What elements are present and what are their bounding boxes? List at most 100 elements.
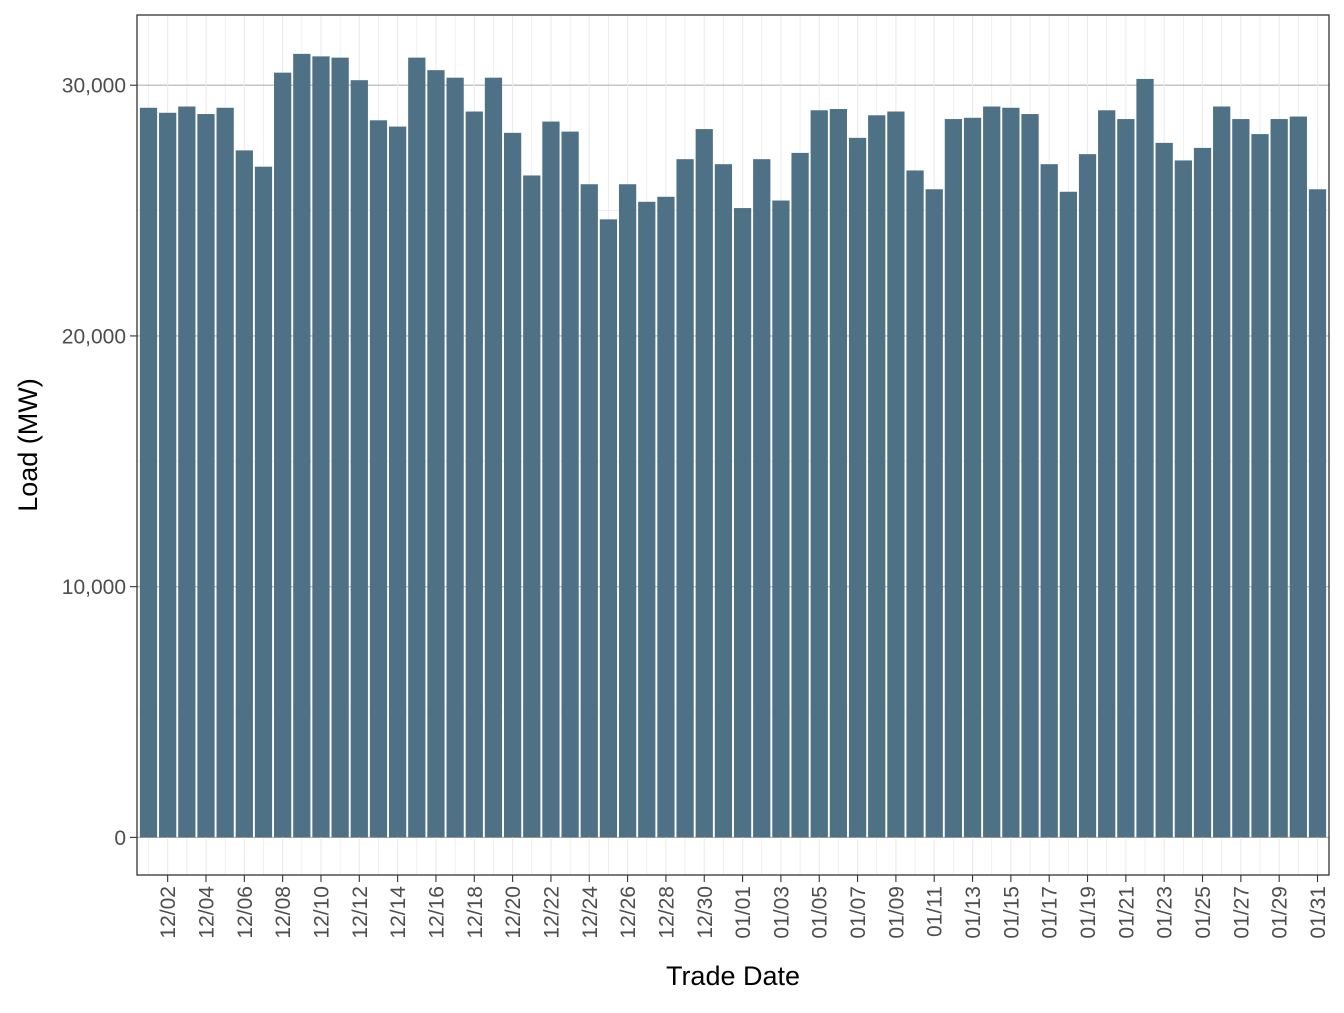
- y-axis: 0 10,000 20,000 30,000: [62, 75, 137, 850]
- bar-01-11: [925, 189, 943, 838]
- bar-12-15: [408, 57, 426, 838]
- bar-12-08: [274, 72, 292, 838]
- bar-01-21: [1117, 119, 1135, 838]
- bar-01-15: [1002, 107, 1020, 838]
- y-tick-label: 30,000: [62, 75, 126, 98]
- bar-01-04: [791, 152, 809, 838]
- bar-01-30: [1289, 116, 1307, 838]
- bar-12-12: [350, 80, 368, 838]
- bar-12-07: [254, 166, 273, 838]
- bar-01-17: [1040, 164, 1058, 838]
- bar-01-20: [1098, 110, 1116, 838]
- x-tick-label: 01/09: [885, 886, 908, 939]
- bar-01-08: [868, 115, 886, 838]
- bar-12-13: [369, 120, 388, 838]
- x-tick-label: 01/29: [1269, 886, 1292, 939]
- x-tick-label: 12/22: [540, 886, 563, 939]
- bar-12-18: [465, 111, 483, 838]
- bar-01-07: [848, 137, 867, 838]
- x-tick-label: 01/21: [1115, 886, 1138, 939]
- y-tick-label: 10,000: [62, 576, 126, 599]
- bar-01-13: [963, 117, 982, 838]
- plot-panel-border: [136, 14, 1330, 876]
- x-tick-label: 12/16: [425, 886, 448, 939]
- bars: [139, 53, 1327, 838]
- y-axis-title: Load (MW): [13, 378, 43, 512]
- bar-12-09: [293, 53, 311, 838]
- bar-12-31: [714, 164, 733, 838]
- x-tick-label: 12/18: [464, 886, 487, 939]
- x-tick-label: 01/17: [1039, 886, 1062, 939]
- bar-12-19: [484, 77, 503, 838]
- x-tick-label: 01/01: [732, 886, 755, 939]
- bar-01-28: [1251, 134, 1269, 838]
- bar-12-01: [139, 107, 158, 838]
- bar-01-12: [944, 119, 963, 838]
- x-tick-label: 01/07: [847, 886, 870, 939]
- x-tick-label: 12/12: [349, 886, 372, 939]
- x-tick-label: 01/11: [924, 886, 947, 937]
- bar-12-11: [331, 57, 349, 838]
- bar-12-29: [676, 159, 694, 838]
- bar-12-28: [657, 196, 675, 838]
- x-tick-label: 01/27: [1230, 886, 1253, 939]
- bar-12-10: [312, 56, 330, 838]
- x-tick-label: 12/28: [655, 886, 678, 939]
- bar-12-20: [503, 132, 522, 838]
- bar-01-26: [1213, 106, 1231, 838]
- bar-12-27: [638, 201, 656, 838]
- x-tick-label: 12/02: [157, 886, 180, 939]
- bar-12-02: [159, 112, 177, 838]
- bar-01-25: [1193, 147, 1212, 838]
- bar-01-03: [772, 200, 790, 838]
- x-tick-label: 01/19: [1077, 886, 1100, 939]
- bar-12-06: [235, 150, 253, 838]
- x-tick-label: 12/30: [694, 886, 717, 939]
- x-tick-label: 01/13: [962, 886, 985, 939]
- x-tick-label: 01/15: [1000, 886, 1023, 939]
- bar-01-27: [1232, 119, 1250, 838]
- bar-12-24: [580, 184, 598, 838]
- x-tick-label: 01/05: [809, 886, 832, 939]
- bar-01-10: [906, 170, 924, 838]
- bar-12-23: [561, 131, 579, 838]
- bar-01-14: [983, 106, 1001, 838]
- x-tick-label: 12/26: [617, 886, 640, 939]
- bar-01-23: [1155, 142, 1173, 838]
- bar-12-25: [599, 219, 618, 838]
- bar-01-02: [753, 159, 771, 838]
- bar-01-29: [1270, 119, 1288, 838]
- x-tick-label: 12/24: [579, 886, 602, 939]
- x-tick-label: 01/31: [1307, 886, 1330, 939]
- x-tick-label: 12/20: [502, 886, 525, 939]
- bar-12-21: [523, 175, 541, 838]
- bar-01-09: [887, 111, 905, 838]
- bar-01-01: [733, 208, 752, 838]
- x-tick-label: 01/23: [1154, 886, 1177, 939]
- x-tick-label: 12/08: [272, 886, 295, 939]
- bar-01-24: [1174, 160, 1192, 838]
- x-tick-label: 12/10: [310, 886, 333, 939]
- bar-12-30: [695, 129, 713, 838]
- bar-01-19: [1078, 154, 1097, 838]
- x-tick-label: 01/03: [770, 886, 793, 939]
- bar-12-14: [389, 126, 407, 838]
- x-axis: 12/02 12/04 12/06 12/08 12/10 12/12 12/14 12/16…: [157, 875, 1330, 939]
- x-tick-label: 12/06: [234, 886, 257, 939]
- bar-01-22: [1136, 78, 1154, 838]
- bar-12-26: [618, 184, 637, 838]
- bar-12-04: [197, 114, 215, 838]
- y-tick-label: 0: [114, 827, 126, 850]
- bar-01-16: [1021, 114, 1039, 838]
- bar-12-05: [216, 107, 234, 838]
- bar-01-05: [810, 110, 828, 838]
- x-tick-label: 12/04: [195, 886, 218, 939]
- x-tick-label: 12/14: [387, 886, 410, 939]
- bar-01-06: [829, 109, 848, 838]
- x-axis-title: Trade Date: [666, 961, 800, 991]
- bar-12-03: [178, 106, 196, 838]
- bar-12-16: [427, 70, 445, 838]
- x-tick-label: 01/25: [1192, 886, 1215, 939]
